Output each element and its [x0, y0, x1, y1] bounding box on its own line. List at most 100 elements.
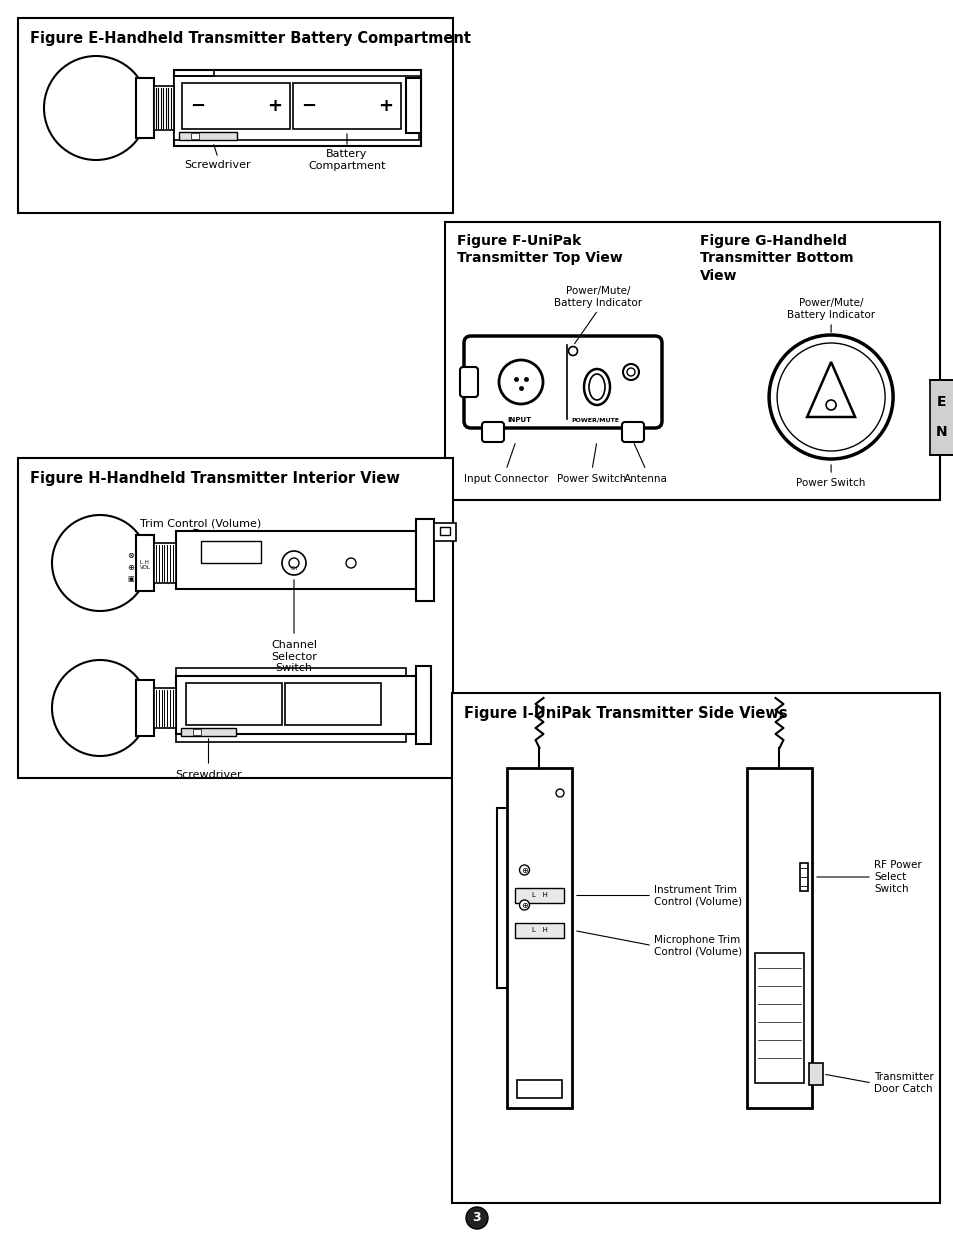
Text: Figure G-Handheld
Transmitter Bottom
View: Figure G-Handheld Transmitter Bottom Vie… — [700, 233, 853, 283]
Circle shape — [622, 364, 639, 380]
Bar — [517, 1079, 561, 1098]
Text: Antenna: Antenna — [623, 474, 667, 484]
Text: +: + — [377, 98, 393, 115]
Text: RF Power
Select
Switch: RF Power Select Switch — [873, 861, 921, 894]
Ellipse shape — [588, 374, 604, 400]
Text: Screwdriver: Screwdriver — [185, 161, 251, 170]
Text: Power Switch: Power Switch — [796, 478, 865, 488]
FancyBboxPatch shape — [459, 367, 477, 396]
Text: POWER/MUTE: POWER/MUTE — [571, 417, 618, 422]
Bar — [515, 888, 563, 903]
Circle shape — [519, 900, 529, 910]
Circle shape — [289, 558, 298, 568]
Text: 3: 3 — [472, 1212, 481, 1224]
Bar — [136, 680, 153, 736]
Text: Power Switch: Power Switch — [557, 474, 626, 484]
Text: CH: CH — [290, 566, 297, 571]
Text: Figure F-UniPak
Transmitter Top View: Figure F-UniPak Transmitter Top View — [456, 233, 622, 266]
Text: Trim Control (Volume): Trim Control (Volume) — [140, 517, 261, 529]
Bar — [179, 132, 236, 140]
Text: Transmitter
Door Catch: Transmitter Door Catch — [873, 1072, 933, 1094]
Circle shape — [777, 343, 884, 451]
Bar — [506, 768, 572, 1108]
Circle shape — [768, 335, 892, 459]
Bar — [444, 222, 939, 500]
Bar — [18, 458, 453, 778]
Text: −: − — [301, 98, 315, 115]
Bar — [182, 83, 290, 128]
Text: +: + — [359, 695, 374, 713]
FancyBboxPatch shape — [481, 422, 503, 442]
Circle shape — [282, 551, 306, 576]
FancyBboxPatch shape — [463, 336, 661, 429]
Text: Figure E-Handheld Transmitter Battery Compartment: Figure E-Handheld Transmitter Battery Co… — [30, 31, 471, 46]
Text: ⊕: ⊕ — [520, 867, 527, 876]
Bar — [153, 543, 175, 583]
Circle shape — [568, 347, 577, 356]
Text: Figure H-Handheld Transmitter Interior View: Figure H-Handheld Transmitter Interior V… — [30, 471, 399, 487]
Text: N: N — [935, 425, 947, 438]
Ellipse shape — [583, 369, 609, 405]
Text: ⊕: ⊕ — [128, 563, 134, 573]
Circle shape — [498, 359, 542, 404]
Bar — [800, 863, 807, 890]
Bar — [754, 953, 803, 1083]
Text: Screwdriver: Screwdriver — [175, 769, 241, 781]
Text: Microphone Trim
Control (Volume): Microphone Trim Control (Volume) — [654, 935, 741, 956]
Text: ▣: ▣ — [128, 576, 134, 582]
Text: L   H: L H — [531, 927, 547, 934]
Text: +: + — [261, 695, 274, 713]
Text: Input Connector: Input Connector — [463, 474, 548, 484]
Circle shape — [519, 864, 529, 876]
Bar — [18, 19, 453, 212]
Bar — [452, 693, 939, 1203]
Text: Battery
Compartment: Battery Compartment — [308, 149, 385, 170]
Circle shape — [52, 659, 148, 756]
Bar — [191, 133, 199, 140]
Bar — [439, 527, 450, 535]
Circle shape — [626, 368, 635, 375]
Text: L   H: L H — [531, 893, 547, 899]
Circle shape — [44, 56, 148, 161]
Text: Power/Mute/
Battery Indicator: Power/Mute/ Battery Indicator — [786, 299, 874, 320]
Circle shape — [825, 400, 835, 410]
Bar — [746, 768, 811, 1108]
Bar — [136, 535, 153, 592]
Text: E: E — [936, 395, 945, 409]
Circle shape — [52, 515, 148, 611]
Bar — [173, 70, 420, 146]
Bar — [416, 519, 434, 601]
Bar — [515, 923, 563, 939]
Bar — [201, 541, 261, 563]
Bar — [808, 1063, 822, 1086]
Text: INPUT: INPUT — [506, 417, 531, 424]
Bar — [175, 668, 406, 742]
Bar — [153, 86, 173, 130]
Text: L H
VOL: L H VOL — [140, 559, 151, 571]
Bar — [153, 688, 175, 727]
Bar — [434, 522, 456, 541]
Bar — [186, 683, 282, 725]
Bar — [136, 78, 153, 138]
Circle shape — [346, 558, 355, 568]
Text: ⊗: ⊗ — [128, 551, 134, 559]
Circle shape — [512, 373, 530, 391]
Text: ⊕: ⊕ — [520, 902, 527, 910]
Circle shape — [505, 367, 536, 396]
Bar — [406, 78, 420, 133]
Text: Figure I-UniPak Transmitter Side Views: Figure I-UniPak Transmitter Side Views — [463, 706, 787, 721]
Bar — [175, 676, 416, 734]
Text: Instrument Trim
Control (Volume): Instrument Trim Control (Volume) — [654, 884, 741, 906]
Bar — [193, 729, 201, 735]
Bar — [173, 77, 418, 140]
Bar — [285, 683, 380, 725]
Bar — [293, 83, 400, 128]
Bar — [929, 380, 953, 454]
Text: −: − — [190, 98, 205, 115]
Bar — [416, 666, 431, 743]
Circle shape — [465, 1207, 488, 1229]
Text: −: − — [292, 695, 306, 713]
Text: +: + — [267, 98, 282, 115]
Text: −: − — [193, 695, 207, 713]
Text: Channel
Selector
Switch: Channel Selector Switch — [271, 640, 316, 673]
